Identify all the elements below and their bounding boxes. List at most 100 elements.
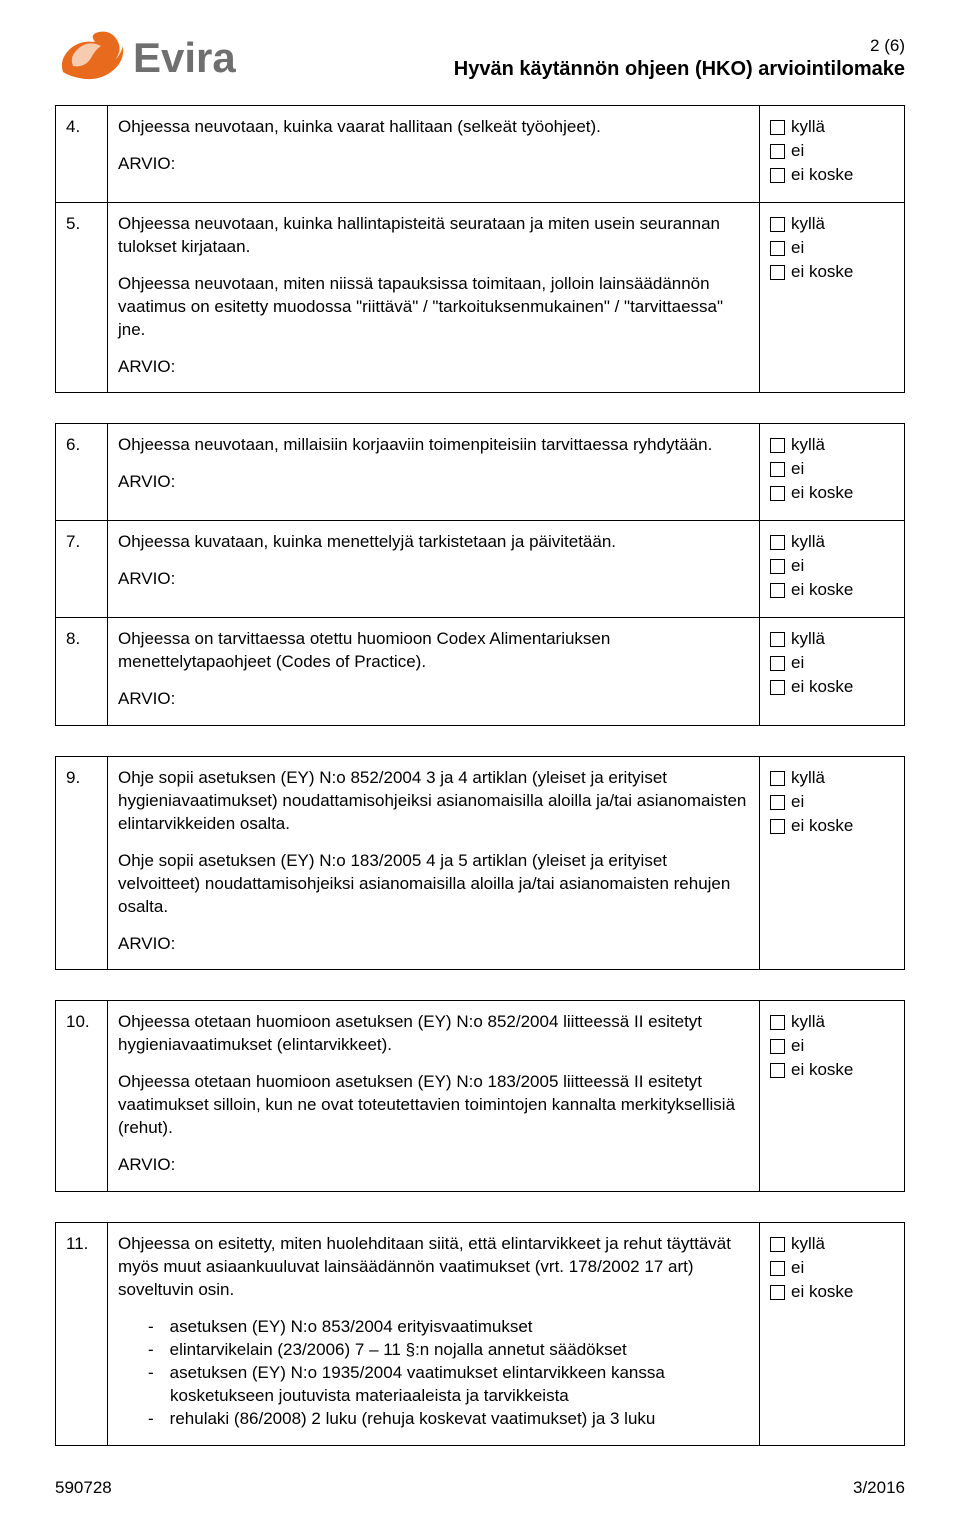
checkbox-label: ei (791, 791, 804, 814)
logo-text: Evira (133, 34, 236, 82)
checkbox-ei[interactable] (770, 1261, 785, 1276)
page-number: 2 (6) (236, 36, 905, 56)
page-footer: 590728 3/2016 (55, 1478, 905, 1498)
checkbox-kylla[interactable] (770, 1237, 785, 1252)
checkbox-ei_koske[interactable] (770, 680, 785, 695)
checkbox-row: kyllä (770, 116, 894, 139)
footer-right: 3/2016 (853, 1478, 905, 1498)
question-paragraph: Ohjeessa neuvotaan, kuinka hallintapiste… (118, 213, 749, 259)
checkbox-kylla[interactable] (770, 120, 785, 135)
checkbox-ei[interactable] (770, 1039, 785, 1054)
checkbox-ei[interactable] (770, 795, 785, 810)
document-title: Hyvän käytännön ohjeen (HKO) arviointilo… (236, 58, 905, 81)
question-paragraph: Ohjeessa neuvotaan, miten niissä tapauks… (118, 273, 749, 342)
arvio-label: ARVIO: (118, 568, 749, 591)
checkbox-label: ei (791, 237, 804, 260)
table-row: 11.Ohjeessa on esitetty, miten huolehdit… (56, 1223, 905, 1446)
checkbox-cell: kylläeiei koske (760, 1223, 905, 1446)
checkbox-label: ei (791, 458, 804, 481)
header-right: 2 (6) Hyvän käytännön ohjeen (HKO) arvio… (236, 30, 905, 81)
checkbox-label: ei (791, 555, 804, 578)
table-row: 6. Ohjeessa neuvotaan, millaisiin korjaav… (56, 424, 905, 521)
footer-left: 590728 (55, 1478, 112, 1498)
checkbox-label: ei koske (791, 815, 853, 838)
checkbox-ei_koske[interactable] (770, 265, 785, 280)
checkbox-row: ei koske (770, 164, 894, 187)
checkbox-ei_koske[interactable] (770, 1063, 785, 1078)
checkbox-row: ei koske (770, 1059, 894, 1082)
checkbox-cell: kylläeiei koske (760, 1001, 905, 1192)
checkbox-kylla[interactable] (770, 535, 785, 550)
form-body: 4. Ohjeessa neuvotaan, kuinka vaarat hall… (55, 105, 905, 1446)
checkbox-label: kyllä (791, 1233, 825, 1256)
checkbox-cell: kylläeiei koske (760, 618, 905, 726)
arvio-label: ARVIO: (118, 356, 749, 379)
checkbox-cell: kylläeiei koske (760, 424, 905, 521)
checkbox-ei_koske[interactable] (770, 583, 785, 598)
checkbox-ei[interactable] (770, 144, 785, 159)
checkbox-row: ei (770, 1257, 894, 1280)
item-text: Ohjeessa kuvataan, kuinka menettelyjä ta… (108, 521, 760, 618)
checkbox-kylla[interactable] (770, 217, 785, 232)
checkbox-kylla[interactable] (770, 771, 785, 786)
item-number: 8. (56, 618, 108, 726)
checkbox-ei_koske[interactable] (770, 486, 785, 501)
checkbox-label: kyllä (791, 213, 825, 236)
question-paragraph: Ohje sopii asetuksen (EY) N:o 852/2004 3… (118, 767, 749, 836)
logo: Evira (55, 30, 236, 85)
checkbox-row: ei koske (770, 579, 894, 602)
checkbox-kylla[interactable] (770, 438, 785, 453)
question-paragraph: Ohjeessa neuvotaan, millaisiin korjaavii… (118, 434, 749, 457)
table-row: 4. Ohjeessa neuvotaan, kuinka vaarat hall… (56, 106, 905, 203)
checkbox-label: ei (791, 140, 804, 163)
checkbox-ei[interactable] (770, 241, 785, 256)
checkbox-ei_koske[interactable] (770, 1285, 785, 1300)
checkbox-label: ei koske (791, 1281, 853, 1304)
arvio-label: ARVIO: (118, 1154, 749, 1177)
checkbox-row: kyllä (770, 1011, 894, 1034)
question-paragraph: Ohjeessa on esitetty, miten huolehditaan… (118, 1233, 749, 1302)
item-number: 10. (56, 1001, 108, 1192)
checkbox-cell: kylläeiei koske (760, 521, 905, 618)
checkbox-label: ei koske (791, 261, 853, 284)
item-number: 11. (56, 1223, 108, 1446)
checkbox-label: kyllä (791, 628, 825, 651)
checkbox-kylla[interactable] (770, 1015, 785, 1030)
item-text: Ohjeessa on esitetty, miten huolehditaan… (108, 1223, 760, 1446)
checkbox-label: kyllä (791, 531, 825, 554)
item-number: 7. (56, 521, 108, 618)
checkbox-row: ei koske (770, 815, 894, 838)
checkbox-ei[interactable] (770, 656, 785, 671)
form-table: 10.Ohjeessa otetaan huomioon asetuksen (… (55, 1000, 905, 1192)
checkbox-kylla[interactable] (770, 632, 785, 647)
table-row: 5.Ohjeessa neuvotaan, kuinka hallintapis… (56, 202, 905, 393)
form-table: 6. Ohjeessa neuvotaan, millaisiin korjaav… (55, 423, 905, 725)
item-number: 6. (56, 424, 108, 521)
page-header: Evira 2 (6) Hyvän käytännön ohjeen (HKO)… (55, 30, 905, 85)
item-text: Ohjeessa neuvotaan, kuinka vaarat hallit… (108, 106, 760, 203)
checkbox-ei_koske[interactable] (770, 819, 785, 834)
checkbox-cell: kylläeiei koske (760, 106, 905, 203)
item-text: Ohjeessa otetaan huomioon asetuksen (EY)… (108, 1001, 760, 1192)
checkbox-row: kyllä (770, 628, 894, 651)
table-row: 8.Ohjeessa on tarvittaessa otettu huomio… (56, 618, 905, 726)
logo-icon (55, 30, 125, 85)
checkbox-ei[interactable] (770, 559, 785, 574)
page: Evira 2 (6) Hyvän käytännön ohjeen (HKO)… (0, 0, 960, 1538)
checkbox-row: kyllä (770, 1233, 894, 1256)
question-paragraph: Ohjeessa neuvotaan, kuinka vaarat hallit… (118, 116, 749, 139)
checkbox-label: ei (791, 1257, 804, 1280)
arvio-label: ARVIO: (118, 688, 749, 711)
checkbox-label: kyllä (791, 434, 825, 457)
checkbox-ei_koske[interactable] (770, 168, 785, 183)
question-paragraph: Ohjeessa otetaan huomioon asetuksen (EY)… (118, 1071, 749, 1140)
table-row: 10.Ohjeessa otetaan huomioon asetuksen (… (56, 1001, 905, 1192)
arvio-label: ARVIO: (118, 153, 749, 176)
checkbox-ei[interactable] (770, 462, 785, 477)
checkbox-row: ei (770, 237, 894, 260)
item-number: 4. (56, 106, 108, 203)
item-text: Ohje sopii asetuksen (EY) N:o 852/2004 3… (108, 756, 760, 970)
item-text: Ohjeessa neuvotaan, kuinka hallintapiste… (108, 202, 760, 393)
checkbox-row: ei koske (770, 482, 894, 505)
bullet-item: asetuksen (EY) N:o 1935/2004 vaatimukset… (118, 1362, 749, 1408)
